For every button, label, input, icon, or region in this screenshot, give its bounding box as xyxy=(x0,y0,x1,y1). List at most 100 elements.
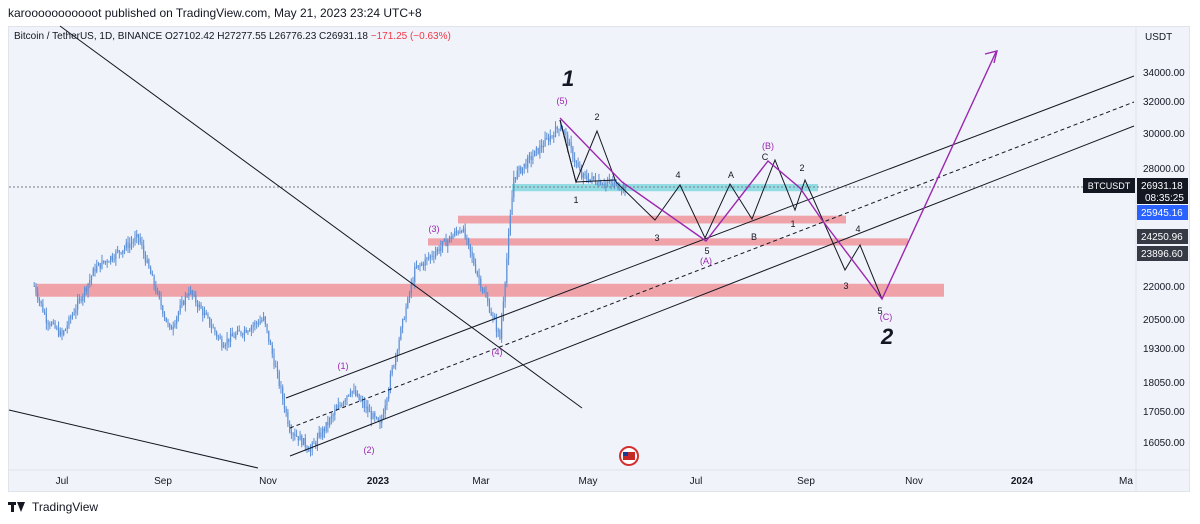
price-badge xyxy=(1137,246,1188,261)
wave-label: 1 xyxy=(573,195,578,205)
time-tick: May xyxy=(579,476,598,487)
candle-body xyxy=(605,182,607,185)
candle-body xyxy=(231,333,233,337)
candle-body xyxy=(593,176,595,179)
candle-body xyxy=(332,414,334,417)
candle-body xyxy=(113,259,115,261)
candle-body xyxy=(370,411,372,420)
candle-body xyxy=(52,322,54,324)
candle-body xyxy=(617,182,619,190)
candle-body xyxy=(104,261,107,263)
candle-body xyxy=(92,268,94,277)
candle-body xyxy=(90,276,93,280)
candle-body xyxy=(429,255,431,258)
candle-body xyxy=(535,147,537,151)
candle-body xyxy=(63,330,65,335)
time-tick: Nov xyxy=(905,476,923,487)
candle-body xyxy=(395,354,397,366)
candle-body xyxy=(146,259,148,263)
candle-body xyxy=(570,142,572,148)
candle-body xyxy=(401,319,404,328)
candle-body xyxy=(445,239,447,247)
candle-body xyxy=(415,266,418,268)
candle-body xyxy=(542,146,544,148)
candle-body xyxy=(468,238,470,245)
candle-body xyxy=(591,176,593,180)
candle-body xyxy=(598,180,600,185)
candle-body xyxy=(165,317,167,322)
chart-area[interactable] xyxy=(8,26,1190,492)
candle-body xyxy=(516,170,518,179)
zones-layer xyxy=(36,183,944,297)
candle-body xyxy=(556,126,558,129)
candle-body xyxy=(256,322,258,324)
candle-body xyxy=(236,330,239,334)
candle-body xyxy=(139,237,141,243)
price-badge-value: 24250.96 xyxy=(1141,232,1183,243)
candle-body xyxy=(419,265,421,267)
candle-body xyxy=(539,145,541,154)
candle-body xyxy=(494,316,496,320)
candle-body xyxy=(511,197,513,215)
candle-body xyxy=(259,321,261,325)
candle-body xyxy=(143,245,145,254)
candle-body xyxy=(622,185,624,190)
candle-body xyxy=(177,312,180,318)
candle-body xyxy=(553,135,555,137)
candle-body xyxy=(608,180,610,183)
candle-body xyxy=(80,298,82,302)
price-tick: 20500.00 xyxy=(1143,315,1185,326)
candle-body xyxy=(316,437,319,446)
candle-body xyxy=(473,256,475,265)
candle-body xyxy=(271,344,273,355)
candle-body xyxy=(89,279,91,284)
price-tick: 19300.00 xyxy=(1143,344,1185,355)
candle-body xyxy=(485,292,487,298)
candle-body xyxy=(558,128,560,131)
candle-body xyxy=(167,321,169,324)
candle-body xyxy=(398,339,400,351)
candle-body xyxy=(551,135,553,137)
candle-body xyxy=(299,435,301,441)
candle-body xyxy=(410,283,412,294)
candle-body xyxy=(169,323,171,328)
candle-body xyxy=(205,312,207,315)
price-badge-value: 26931.18 xyxy=(1141,181,1183,192)
candle-body xyxy=(589,179,591,182)
footer-brand: TradingView xyxy=(32,500,99,514)
candle-body xyxy=(264,316,266,324)
wave-label: 4 xyxy=(675,170,680,180)
candle-body xyxy=(229,333,232,342)
us-flag-canton xyxy=(623,452,628,456)
zone-cyan-3 xyxy=(512,183,818,192)
candle-body xyxy=(195,294,197,303)
candle-body xyxy=(620,189,623,191)
price-tick: 30000.00 xyxy=(1143,129,1185,140)
candle-body xyxy=(306,446,308,450)
trendline-lower-left xyxy=(8,409,259,469)
candle-body xyxy=(414,266,416,282)
candle-body xyxy=(349,392,352,395)
candle-body xyxy=(49,324,51,326)
zone-red-1 xyxy=(428,238,908,246)
candle-body xyxy=(172,326,174,330)
wave-path-black xyxy=(559,119,883,300)
candle-body xyxy=(382,413,385,419)
candle-body xyxy=(330,416,332,419)
candle-body xyxy=(613,182,616,185)
candle-body xyxy=(125,242,127,248)
channel-lower-line xyxy=(289,125,1135,457)
candle-body xyxy=(565,131,567,135)
time-tick: Nov xyxy=(259,476,277,487)
candle-body xyxy=(153,275,155,286)
candle-body xyxy=(283,399,286,409)
candle-body xyxy=(612,182,614,185)
candle-body xyxy=(549,135,551,142)
candle-body xyxy=(507,234,510,259)
candle-body xyxy=(304,438,306,447)
time-tick: Sep xyxy=(154,476,172,487)
candle-body xyxy=(254,322,256,326)
candle-body xyxy=(141,242,143,246)
wave-label: (2) xyxy=(364,445,375,455)
